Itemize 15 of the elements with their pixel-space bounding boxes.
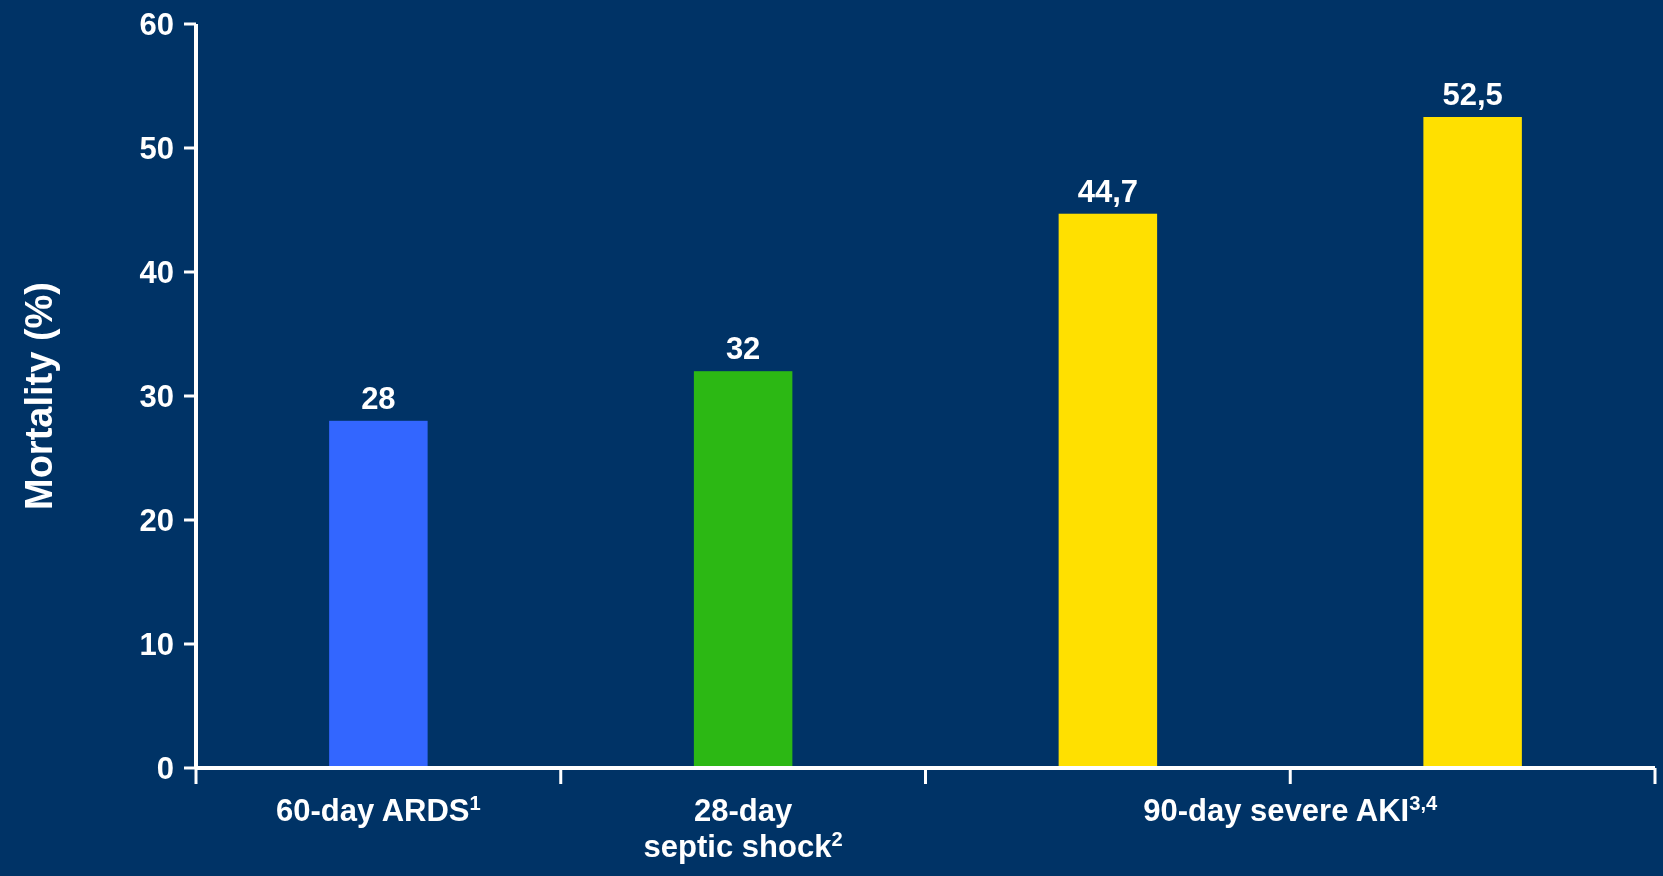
y-tick-label: 60 xyxy=(139,6,174,42)
y-tick-label: 10 xyxy=(139,626,174,662)
y-tick-label: 20 xyxy=(139,502,174,538)
y-tick-label: 40 xyxy=(139,254,174,290)
data-label: 28 xyxy=(361,380,396,416)
data-label: 52,5 xyxy=(1442,77,1503,112)
x-tick-label: 60-day ARDS$^{1}$ xyxy=(276,792,481,828)
data-label: 44,7 xyxy=(1077,173,1139,209)
x-tick-label: 90-day severe AKI$^{3,4}$ xyxy=(1143,792,1439,828)
y-tick-label: 50 xyxy=(139,130,174,166)
x-tick-label: 28-day septic shock$^{2}$ xyxy=(643,793,843,864)
data-label: 32 xyxy=(725,331,761,367)
y-tick-label: 30 xyxy=(139,378,174,414)
y-axis-title: Mortality (%) xyxy=(18,282,60,510)
y-tick-label: 0 xyxy=(156,750,174,786)
